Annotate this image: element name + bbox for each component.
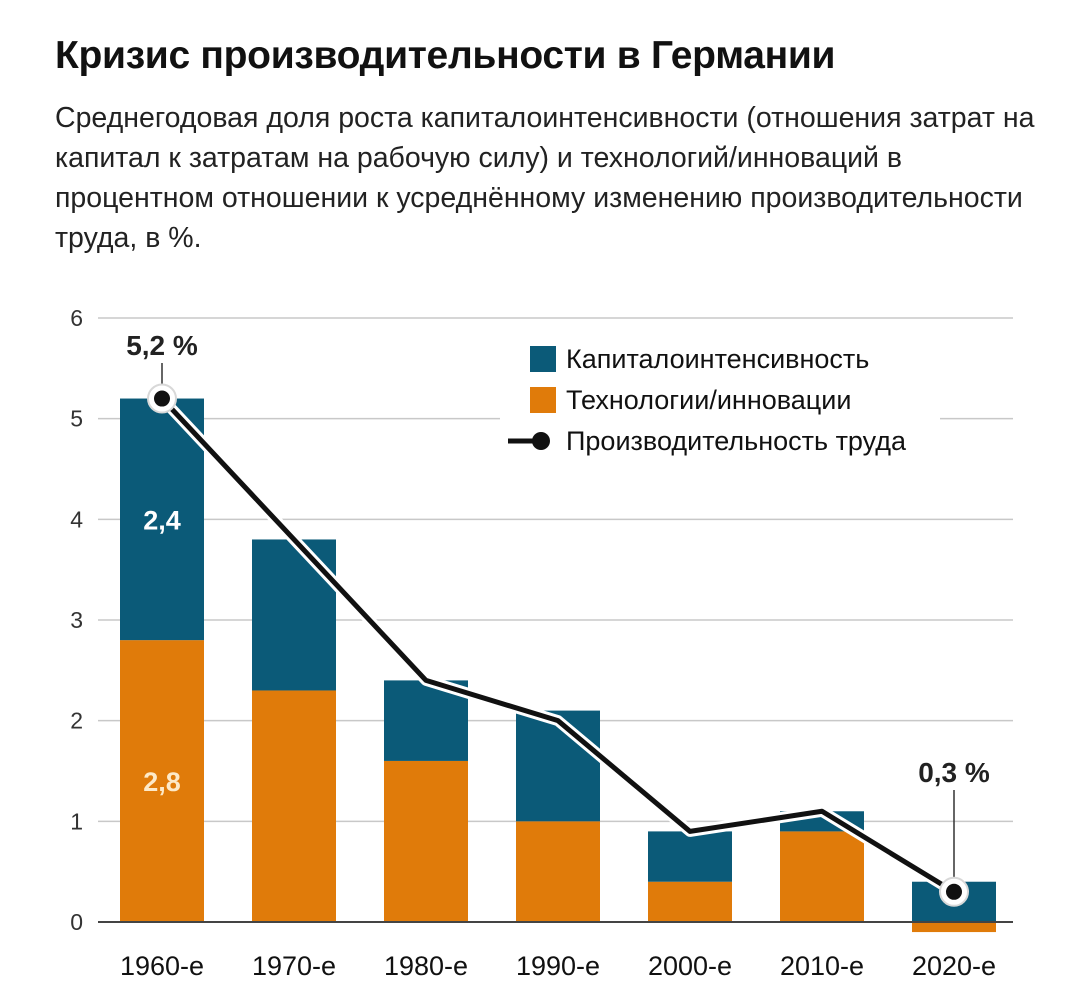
legend-swatch-capital	[530, 346, 556, 372]
y-tick-label: 3	[70, 607, 83, 633]
bar-data-label: 2,4	[143, 505, 181, 535]
bar-data-label: 2,8	[143, 767, 181, 797]
bar-tech-1970-е	[252, 690, 336, 922]
bar-capital-2000-е	[648, 831, 732, 882]
x-tick-label: 2010-е	[780, 951, 864, 981]
productivity-line-path	[160, 396, 956, 894]
legend-label-capital: Капиталоинтенсивность	[566, 344, 869, 374]
productivity-line	[157, 394, 957, 897]
legend: Капиталоинтенсивность Технологии/инноваци…	[500, 336, 940, 472]
bar-data-labels: 2,4 2,8	[143, 505, 181, 797]
x-tick-label: 2020-е	[912, 951, 996, 981]
callout-label: 5,2 %	[126, 330, 198, 361]
bar-tech-2020-е	[912, 922, 996, 933]
x-tick-label: 1970-е	[252, 951, 336, 981]
y-tick-label: 0	[70, 909, 83, 935]
x-tick-label: 1960-е	[120, 951, 204, 981]
x-tick-label: 2000-е	[648, 951, 732, 981]
bar-tech-1960-е	[120, 640, 204, 922]
legend-swatch-tech	[530, 387, 556, 413]
bar-capital-1970-е	[252, 539, 336, 691]
legend-label-tech: Технологии/инновации	[566, 385, 851, 415]
callout-label: 0,3 %	[918, 757, 990, 788]
chart-subtitle: Среднегодовая доля роста капиталоинтенси…	[55, 102, 1035, 254]
chart-title: Кризис производительности в Германии	[55, 34, 836, 77]
bar-tech-1990-е	[516, 821, 600, 922]
line-marker	[154, 390, 170, 407]
legend-background	[500, 336, 940, 472]
bar-tech-1980-е	[384, 760, 468, 922]
y-tick-label: 5	[70, 406, 83, 432]
callouts: 5,2 % 0,3 %	[126, 330, 990, 907]
bar-capital-1960-е	[120, 398, 204, 641]
line-marker	[946, 883, 962, 900]
bar-tech-2000-е	[648, 881, 732, 922]
x-tick-label: 1990-е	[516, 951, 600, 981]
y-axis-ticks: 0 1 2 3 4 5 6	[70, 305, 83, 935]
bar-tech-2010-е	[780, 831, 864, 922]
y-tick-label: 2	[70, 708, 83, 734]
bars	[120, 398, 996, 933]
y-tick-label: 4	[70, 506, 83, 532]
legend-label-productivity: Производительность труда	[566, 426, 907, 456]
y-tick-label: 1	[70, 808, 83, 834]
x-axis-ticks: 1960-е 1970-е 1980-е 1990-е 2000-е 2010-е 2020…	[120, 951, 996, 981]
bar-capital-1990-е	[516, 710, 600, 822]
legend-marker-productivity	[532, 432, 550, 450]
x-tick-label: 1980-е	[384, 951, 468, 981]
y-tick-label: 6	[70, 305, 83, 331]
